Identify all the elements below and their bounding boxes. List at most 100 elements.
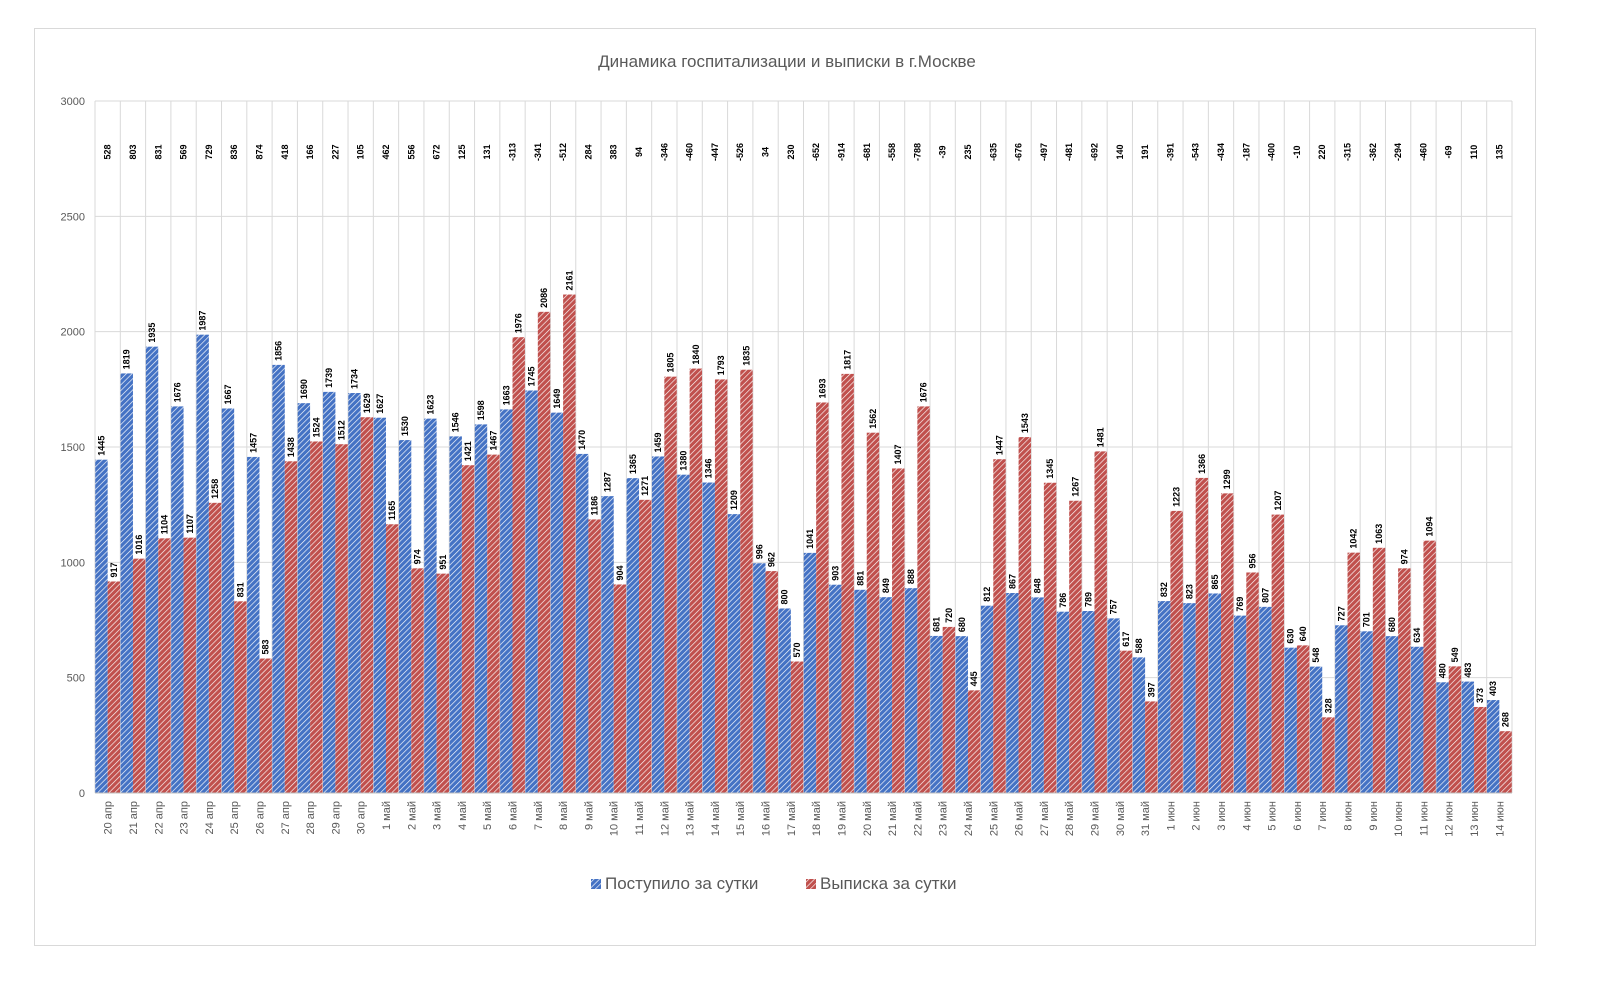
data-label-received: 1649 xyxy=(552,389,562,409)
data-label-discharged: 1345 xyxy=(1045,459,1055,479)
bar-discharged xyxy=(1372,547,1386,793)
x-tick-label: 2 май xyxy=(406,801,418,830)
bar-discharged xyxy=(1296,645,1310,793)
bar-discharged xyxy=(1423,540,1436,793)
difference-label: -543 xyxy=(1191,143,1201,161)
data-label-received: 483 xyxy=(1463,663,1473,678)
data-label-received: 848 xyxy=(1033,578,1043,593)
data-label-received: 888 xyxy=(906,569,916,584)
bar-received xyxy=(727,514,741,793)
data-label-discharged: 373 xyxy=(1475,688,1485,703)
bar-received xyxy=(322,391,336,793)
data-label-discharged: 1421 xyxy=(463,441,473,461)
chart-svg: Динамика госпитализации и выписки в г.Мо… xyxy=(61,52,1513,893)
data-label-discharged: 1165 xyxy=(387,501,397,521)
data-label-discharged: 720 xyxy=(944,608,954,623)
bar-received xyxy=(778,608,791,793)
data-label-received: 403 xyxy=(1488,681,1498,696)
bar-received xyxy=(753,563,766,793)
data-label-received: 881 xyxy=(856,571,866,586)
data-label-received: 1935 xyxy=(147,323,157,343)
bar-received xyxy=(1082,611,1095,793)
bar-received xyxy=(474,424,488,793)
bar-discharged xyxy=(866,432,880,793)
bar-received xyxy=(803,552,817,793)
x-tick-label: 1 май xyxy=(381,801,393,830)
bar-received xyxy=(145,346,159,793)
x-tick-label: 14 май xyxy=(710,801,722,836)
bar-discharged xyxy=(841,373,854,793)
x-tick-label: 15 май xyxy=(735,801,747,836)
x-tick-label: 18 май xyxy=(811,801,823,836)
bar-discharged xyxy=(411,568,424,793)
data-label-received: 701 xyxy=(1362,612,1372,627)
x-tick-label: 14 июн xyxy=(1494,801,1506,837)
data-label-discharged: 904 xyxy=(615,565,625,580)
data-label-discharged: 1299 xyxy=(1222,469,1232,489)
bars xyxy=(95,294,1512,793)
y-tick-label: 3000 xyxy=(61,96,85,108)
x-tick-label: 13 июн xyxy=(1469,801,1481,837)
bar-discharged xyxy=(993,459,1006,793)
data-label-received: 1459 xyxy=(653,432,663,452)
data-label-discharged: 1094 xyxy=(1425,517,1435,537)
data-label-received: 1734 xyxy=(349,369,359,389)
data-label-received: 1287 xyxy=(603,472,613,492)
data-label-discharged: 1835 xyxy=(741,346,751,366)
data-label-discharged: 1693 xyxy=(817,378,827,398)
bar-received xyxy=(120,373,133,793)
bar-received xyxy=(171,406,184,793)
bar-received xyxy=(601,496,614,793)
x-tick-label: 4 май xyxy=(457,801,469,830)
bar-received xyxy=(247,456,260,793)
x-tick-label: 27 май xyxy=(1039,801,1051,836)
data-label-discharged: 1840 xyxy=(691,345,701,365)
gridlines xyxy=(94,100,1513,794)
x-tick-label: 16 май xyxy=(761,801,773,836)
data-label-received: 867 xyxy=(1007,574,1017,589)
legend-label-received: Поступило за сутки xyxy=(605,874,758,893)
x-tick-label: 17 май xyxy=(786,801,798,836)
data-label-discharged: 549 xyxy=(1450,647,1460,662)
difference-label: -692 xyxy=(1089,143,1099,161)
difference-label: 227 xyxy=(330,144,340,159)
data-label-received: 1856 xyxy=(274,341,284,361)
data-label-discharged: 583 xyxy=(261,639,271,654)
x-tick-label: 7 июн xyxy=(1317,801,1329,831)
difference-label: 729 xyxy=(204,144,214,159)
x-tick-label: 21 апр xyxy=(128,801,140,834)
x-tick-label: 30 апр xyxy=(356,801,368,834)
difference-label: 528 xyxy=(103,144,113,159)
x-tick-label: 11 май xyxy=(634,801,646,835)
data-label-discharged: 974 xyxy=(1399,549,1409,564)
data-label-discharged: 445 xyxy=(969,671,979,686)
bar-discharged xyxy=(1271,514,1285,793)
difference-label: -558 xyxy=(887,143,897,161)
difference-label: -447 xyxy=(710,143,720,161)
difference-label: -346 xyxy=(659,143,669,161)
data-label-received: 1470 xyxy=(577,430,587,450)
data-label-discharged: 1207 xyxy=(1273,491,1283,511)
difference-label: 105 xyxy=(356,144,366,159)
bar-discharged xyxy=(208,502,222,793)
bar-discharged xyxy=(1119,650,1133,793)
difference-label: 94 xyxy=(634,147,644,157)
data-label-received: 849 xyxy=(881,578,891,593)
data-label-received: 757 xyxy=(1109,599,1119,614)
data-label-received: 807 xyxy=(1260,588,1270,603)
bar-discharged xyxy=(310,441,323,793)
data-labels: 1445 917 1819 1016 1935 1104 1676 1107 1987 1258 1… xyxy=(96,270,1510,727)
data-label-received: 680 xyxy=(957,617,967,632)
bar-received xyxy=(677,474,690,793)
legend-swatch-received xyxy=(591,879,601,889)
bar-received xyxy=(626,478,640,793)
data-label-discharged: 1512 xyxy=(337,420,347,440)
difference-label: 110 xyxy=(1469,145,1479,160)
difference-label: -676 xyxy=(1014,143,1024,161)
data-label-received: 727 xyxy=(1336,606,1346,621)
bar-discharged xyxy=(537,311,551,793)
bar-discharged xyxy=(360,417,374,793)
data-label-discharged: 1817 xyxy=(843,350,853,370)
x-tick-label: 6 май xyxy=(508,801,520,830)
difference-label: -526 xyxy=(735,143,745,161)
